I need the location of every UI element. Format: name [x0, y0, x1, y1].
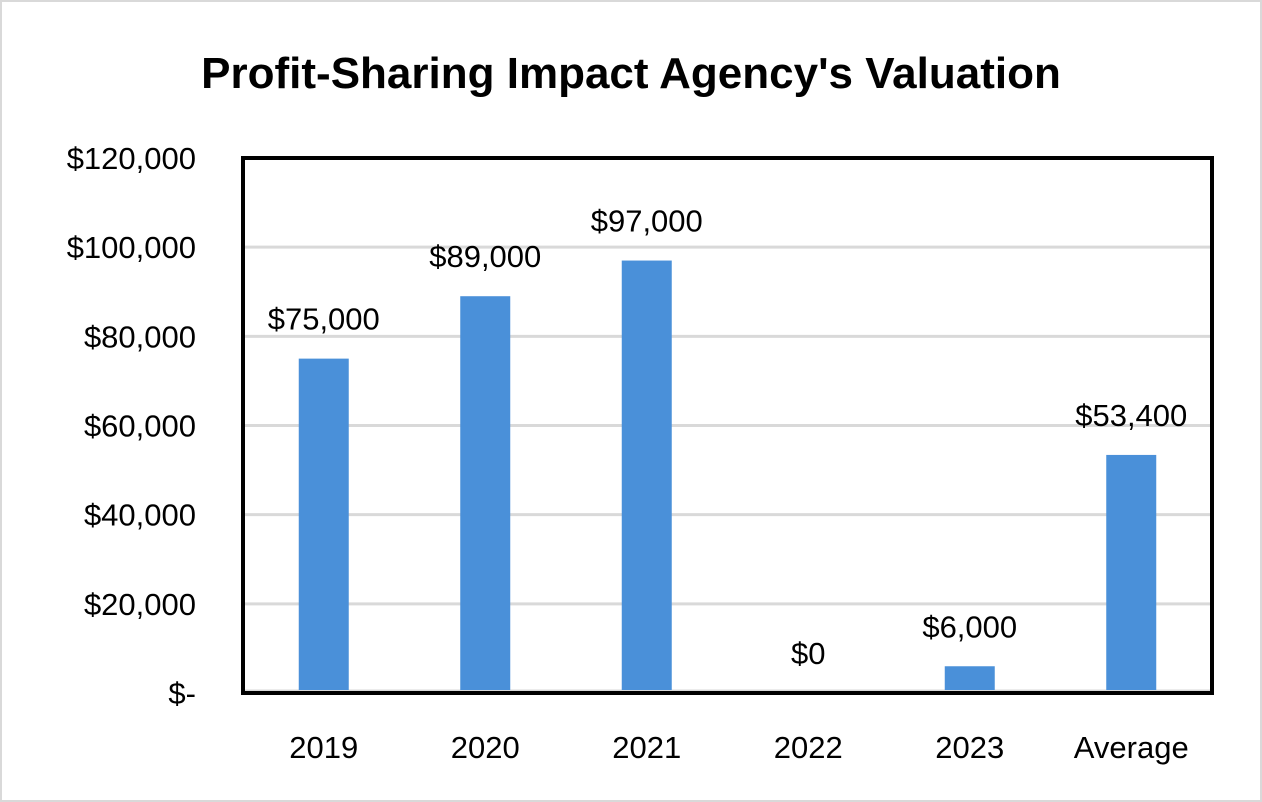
data-label: $53,400: [1075, 398, 1187, 433]
y-tick-label: $100,000: [67, 230, 196, 265]
x-tick-label: Average: [1074, 730, 1189, 765]
y-tick-label: $60,000: [84, 409, 196, 444]
bars: [298, 260, 1157, 690]
x-tick-label: 2022: [774, 730, 843, 765]
bar-2021: [621, 260, 672, 690]
data-label: $89,000: [429, 239, 541, 274]
bar-2020: [460, 296, 511, 690]
y-tick-label: $20,000: [84, 587, 196, 622]
y-tick-label: $80,000: [84, 319, 196, 354]
data-label: $6,000: [922, 609, 1017, 644]
x-tick-label: 2023: [935, 730, 1004, 765]
y-tick-label: $-: [168, 676, 196, 711]
x-tick-label: 2019: [289, 730, 358, 765]
data-label: $75,000: [268, 302, 380, 337]
y-tick-label: $40,000: [84, 498, 196, 533]
gridlines: [243, 245, 1212, 693]
bar-2019: [298, 358, 349, 690]
chart-title: Profit-Sharing Impact Agency's Valuation: [201, 49, 1061, 98]
y-axis-ticks: $- $20,000 $40,000 $60,000 $80,000 $100,000 $1…: [67, 141, 196, 711]
x-tick-label: 2021: [612, 730, 681, 765]
data-label: $0: [791, 636, 825, 671]
data-labels: $75,000 $89,000 $97,000 $0 $6,000 $53,400: [268, 204, 1188, 671]
data-label: $97,000: [591, 204, 703, 239]
bar-average: [1106, 454, 1157, 690]
plot-area-border: [241, 156, 1214, 695]
x-tick-label: 2020: [451, 730, 520, 765]
bar-2023: [944, 666, 995, 690]
x-axis-ticks: 2019 2020 2021 2022 2023 Average: [289, 730, 1188, 765]
y-tick-label: $120,000: [67, 141, 196, 176]
